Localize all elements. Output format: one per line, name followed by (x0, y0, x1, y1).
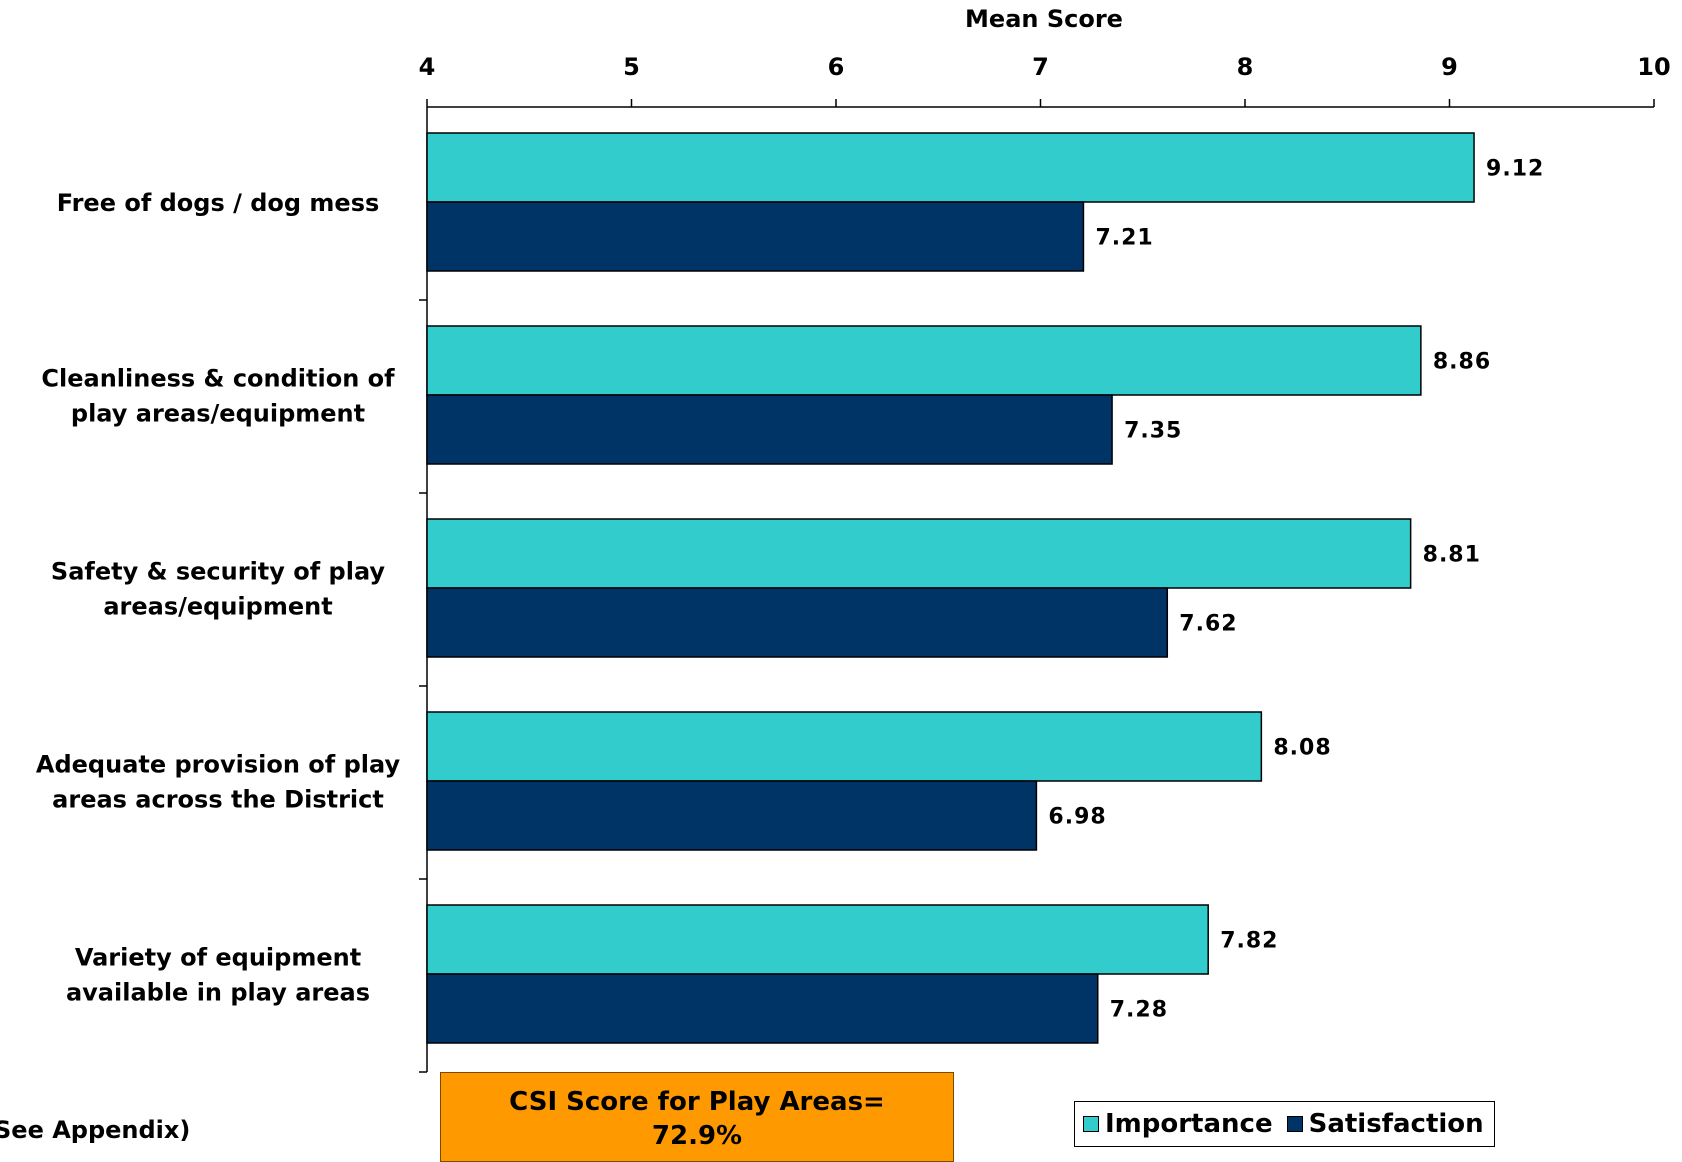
legend-label-satisfaction: Satisfaction (1308, 1109, 1484, 1139)
x-axis-title: Mean Score (965, 5, 1123, 33)
x-tick-label: 4 (419, 53, 436, 81)
category-label: Variety of equipment available in play ar… (66, 944, 370, 1007)
x-tick-label: 6 (828, 53, 845, 81)
data-label: 8.86 (1433, 350, 1491, 375)
legend-swatch-importance (1083, 1116, 1099, 1132)
category-label-line: Variety of equipment (75, 944, 361, 972)
bar-satisfaction (426, 587, 1169, 658)
x-tick-label: 5 (623, 53, 640, 81)
x-tick-label: 7 (1032, 53, 1049, 81)
data-label: 8.81 (1423, 543, 1481, 568)
footnote: See Appendix) (0, 1116, 191, 1144)
legend-item-satisfaction: Satisfaction (1286, 1109, 1484, 1139)
data-label: 7.82 (1220, 929, 1278, 954)
category-label-line: play areas/equipment (71, 400, 365, 428)
bar-satisfaction (426, 394, 1113, 465)
category-label-line: Free of dogs / dog mess (57, 189, 380, 217)
data-label: 7.21 (1095, 226, 1153, 251)
bar-importance (426, 711, 1263, 782)
legend: Importance Satisfaction (1074, 1101, 1495, 1147)
category-label-line: Safety & security of play (51, 558, 386, 586)
category-label-line: Cleanliness & condition of (41, 365, 395, 393)
csi-score-line1: CSI Score for Play Areas= (509, 1087, 885, 1117)
data-label: 7.28 (1110, 998, 1168, 1023)
category-label-line: areas across the District (52, 786, 384, 814)
category-label-line: Adequate provision of play (36, 751, 401, 779)
category-label: Cleanliness & condition of play areas/equ… (41, 365, 395, 428)
bar-importance (426, 518, 1412, 589)
bar-satisfaction (426, 201, 1085, 272)
category-label-line: areas/equipment (103, 593, 332, 621)
data-label: 6.98 (1048, 805, 1106, 830)
legend-item-importance: Importance (1083, 1109, 1273, 1139)
bars (426, 132, 1475, 1044)
x-axis-ticks: 4 5 6 7 8 9 10 (419, 53, 1671, 107)
category-label-line: available in play areas (66, 979, 370, 1007)
legend-label-importance: Importance (1105, 1109, 1273, 1139)
category-label: Free of dogs / dog mess (57, 189, 380, 217)
bar-satisfaction (426, 780, 1038, 851)
data-label: 8.08 (1273, 736, 1331, 761)
bar-importance (426, 904, 1209, 975)
category-label: Adequate provision of play areas across t… (36, 751, 401, 814)
category-label: Safety & security of play areas/equipment (51, 558, 386, 621)
data-label: 7.62 (1179, 612, 1237, 637)
bar-satisfaction (426, 973, 1099, 1044)
x-tick-label: 8 (1237, 53, 1254, 81)
bar-importance (426, 132, 1475, 203)
x-tick-label: 10 (1637, 53, 1670, 81)
data-label: 9.12 (1486, 157, 1544, 182)
x-tick-label: 9 (1441, 53, 1458, 81)
category-labels: Free of dogs / dog mess Cleanliness & con… (36, 189, 401, 1007)
data-labels: 9.12 7.21 8.86 7.35 8.81 7.62 8.08 6.98 7.82 7.28 (1048, 157, 1544, 1023)
legend-swatch-satisfaction (1286, 1116, 1303, 1132)
csi-score-box: CSI Score for Play Areas= 72.9% (440, 1072, 954, 1162)
data-label: 7.35 (1124, 419, 1182, 444)
csi-score-value: 72.9% (651, 1121, 743, 1151)
bar-importance (426, 325, 1422, 396)
